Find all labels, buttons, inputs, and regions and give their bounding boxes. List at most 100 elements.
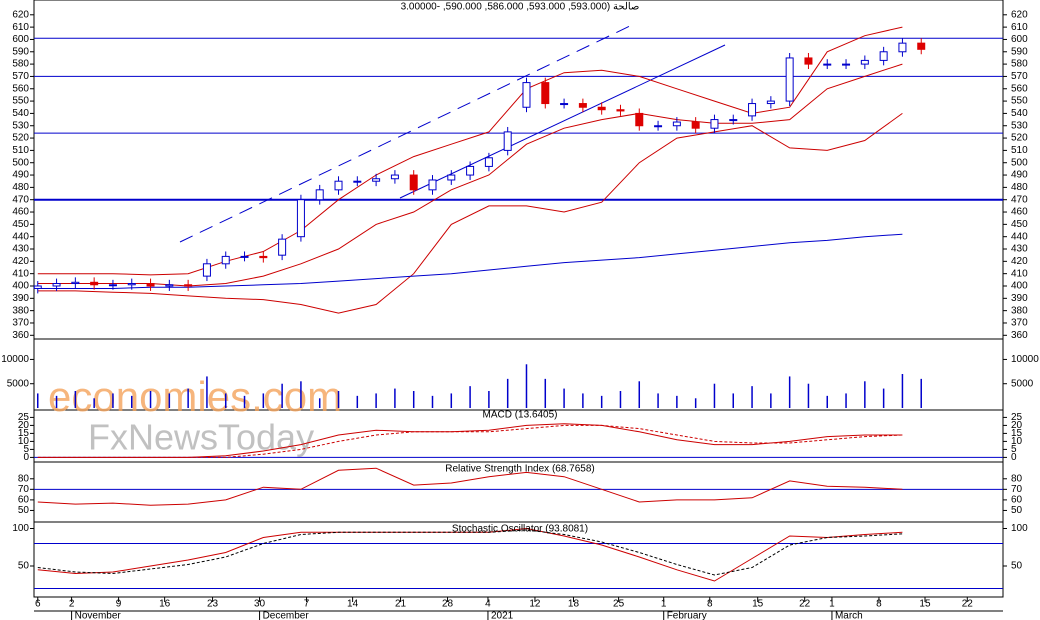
candle-body bbox=[202, 263, 211, 277]
candle-body bbox=[127, 283, 136, 286]
indicator-line bbox=[37, 26, 903, 276]
x-tick-label: 4 bbox=[485, 599, 491, 610]
frame bbox=[33, 0, 1004, 598]
candle-body bbox=[522, 82, 531, 108]
y-tick-label: 490 bbox=[12, 170, 29, 181]
indicator-line bbox=[37, 63, 903, 287]
y-tick-label: 15 bbox=[18, 428, 30, 439]
y-tick-label: 580 bbox=[1011, 59, 1028, 70]
candle-body bbox=[823, 63, 832, 66]
candle-body bbox=[654, 125, 663, 128]
y-tick-label: 470 bbox=[12, 194, 29, 205]
candle-body bbox=[165, 284, 174, 287]
indicator-line bbox=[37, 423, 903, 458]
candle-body bbox=[484, 157, 493, 167]
y-tick-label: 80 bbox=[18, 473, 30, 484]
x-tick-label: 23 bbox=[207, 599, 219, 610]
candle-body bbox=[729, 119, 738, 122]
x-tick-label: 7 bbox=[304, 599, 310, 610]
x-tick-label: 21 bbox=[395, 599, 407, 610]
candle-body bbox=[146, 283, 155, 287]
candle-body bbox=[691, 121, 700, 129]
x-tick-label: 22 bbox=[799, 599, 811, 610]
candle-body bbox=[710, 119, 719, 129]
x-tick-label: 8 bbox=[876, 599, 882, 610]
y-tick-label: 20 bbox=[18, 420, 30, 431]
candle-body bbox=[428, 179, 437, 191]
y-tick-label: 100 bbox=[12, 523, 29, 534]
x-tick-label: 25 bbox=[613, 599, 625, 610]
y-tick-label: 520 bbox=[1011, 133, 1028, 144]
y-tick-label: 10000 bbox=[1011, 354, 1039, 365]
candle-body bbox=[259, 255, 268, 259]
candle-body bbox=[221, 255, 230, 265]
candle-body bbox=[409, 174, 418, 191]
candle-body bbox=[635, 112, 644, 127]
y-tick-label: 450 bbox=[1011, 219, 1028, 230]
candle-body bbox=[503, 131, 512, 151]
y-tick-label: 560 bbox=[1011, 83, 1028, 94]
x-tick-label: 12 bbox=[529, 599, 541, 610]
y-tick-label: 60 bbox=[1011, 495, 1023, 506]
candle-body bbox=[578, 103, 587, 108]
y-tick-label: 480 bbox=[12, 182, 29, 193]
x-tick-label: 16 bbox=[159, 599, 171, 610]
y-tick-label: 100 bbox=[1011, 523, 1028, 534]
candle-body bbox=[560, 103, 569, 106]
y-tick-label: 510 bbox=[12, 145, 29, 156]
y-tick-label: 550 bbox=[1011, 96, 1028, 107]
y-tick-label: 470 bbox=[1011, 194, 1028, 205]
month-label: 2021 bbox=[491, 611, 514, 620]
x-tick-label: 22 bbox=[962, 599, 974, 610]
candle-body bbox=[842, 63, 851, 66]
y-tick-label: 70 bbox=[18, 484, 30, 495]
candle-body bbox=[71, 281, 80, 285]
y-tick-label: 400 bbox=[1011, 281, 1028, 292]
candle-body bbox=[766, 100, 775, 105]
x-tick-label: 1 bbox=[829, 599, 835, 610]
y-tick-label: 500 bbox=[1011, 157, 1028, 168]
y-tick-label: 600 bbox=[1011, 34, 1028, 45]
y-tick-label: 580 bbox=[12, 59, 29, 70]
y-tick-label: 390 bbox=[12, 293, 29, 304]
y-tick-label: 5000 bbox=[1011, 378, 1034, 389]
candle-body bbox=[879, 51, 888, 61]
y-tick-label: 370 bbox=[12, 318, 29, 329]
y-tick-label: 10 bbox=[1011, 436, 1023, 447]
y-tick-label: 460 bbox=[1011, 207, 1028, 218]
x-tick-label: 8 bbox=[707, 599, 713, 610]
y-tick-label: 410 bbox=[12, 268, 29, 279]
candle-body bbox=[315, 189, 324, 201]
candle-body bbox=[184, 284, 193, 287]
y-tick-label: 540 bbox=[1011, 108, 1028, 119]
y-tick-label: 620 bbox=[1011, 9, 1028, 20]
x-tick-label: 6 bbox=[35, 599, 41, 610]
candle-body bbox=[447, 174, 456, 181]
candle-body bbox=[616, 109, 625, 112]
x-tick-label: 18 bbox=[568, 599, 580, 610]
indicator-line bbox=[37, 112, 903, 314]
y-tick-label: 5 bbox=[23, 444, 29, 455]
y-tick-label: 490 bbox=[1011, 170, 1028, 181]
candle-body bbox=[748, 103, 757, 117]
x-tick-label: 15 bbox=[752, 599, 764, 610]
y-tick-label: 5000 bbox=[7, 378, 30, 389]
y-tick-label: 60 bbox=[18, 495, 30, 506]
x-tick-label: 9 bbox=[116, 599, 122, 610]
y-tick-label: 520 bbox=[12, 133, 29, 144]
month-label: December bbox=[263, 611, 310, 620]
panel-title: Relative Strength Index (68.7658) bbox=[445, 464, 595, 475]
y-tick-label: 50 bbox=[1011, 505, 1023, 516]
candle-body bbox=[860, 59, 869, 65]
y-tick-label: 420 bbox=[1011, 256, 1028, 267]
y-tick-label: 560 bbox=[12, 83, 29, 94]
candle-body bbox=[390, 174, 399, 180]
y-tick-label: 610 bbox=[1011, 22, 1028, 33]
candle-body bbox=[804, 57, 813, 65]
y-tick-label: 570 bbox=[12, 71, 29, 82]
x-tick-label: 1 bbox=[661, 599, 667, 610]
panel-title: MACD (13.6405) bbox=[482, 410, 557, 421]
candle-body bbox=[278, 238, 287, 256]
candle-body bbox=[541, 82, 550, 105]
candle-body bbox=[334, 180, 343, 191]
